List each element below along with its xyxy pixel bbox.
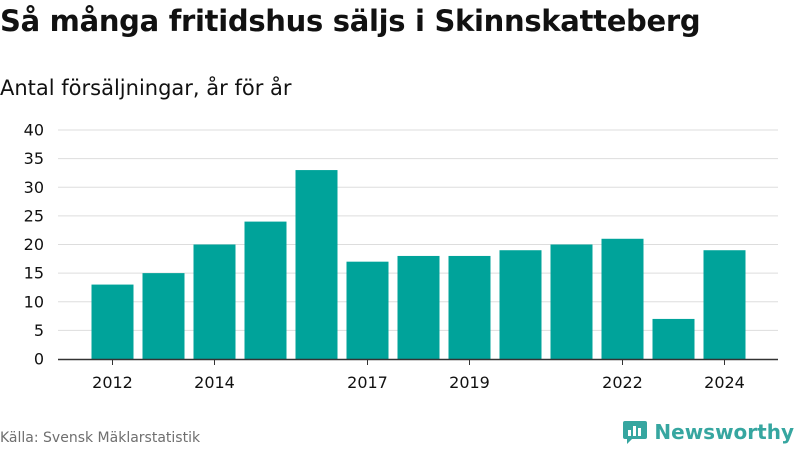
chart-title: Så många fritidshus säljs i Skinnskatteb… <box>0 4 701 38</box>
bar-2022 <box>601 238 644 359</box>
bar-2021 <box>550 244 593 359</box>
x-tick-label: 2022 <box>602 373 643 392</box>
x-tick-label: 2014 <box>194 373 235 392</box>
brand[interactable]: Newsworthy <box>622 419 794 445</box>
y-tick-label: 10 <box>24 292 44 311</box>
newsworthy-logo-icon <box>623 421 648 444</box>
y-tick-label: 30 <box>24 178 44 197</box>
source-note: Källa: Svensk Mäklarstatistik <box>0 430 201 446</box>
brand-name: Newsworthy <box>654 420 794 444</box>
bar-2017 <box>346 261 389 359</box>
bar-2024 <box>703 250 746 359</box>
bar-2020 <box>499 250 542 359</box>
bar-2015 <box>244 221 287 359</box>
x-tick-label: 2012 <box>92 373 133 392</box>
x-tick-label: 2017 <box>347 373 388 392</box>
y-tick-label: 25 <box>24 206 44 225</box>
bar-2019 <box>448 255 491 359</box>
bar-2016 <box>295 170 338 359</box>
bar-chart: 0 5 10 15 20 25 30 35 40 2012 2014 2017 2019 2022 2024 <box>24 121 778 392</box>
bar-2014 <box>193 244 236 359</box>
y-tick-label: 40 <box>24 121 44 140</box>
y-tick-label: 15 <box>24 264 44 283</box>
y-tick-label: 5 <box>34 321 44 340</box>
bar-2013 <box>142 273 185 359</box>
x-tick-label: 2019 <box>449 373 490 392</box>
y-tick-label: 35 <box>24 149 44 168</box>
bar-2023 <box>652 318 695 359</box>
y-tick-label: 0 <box>34 350 44 369</box>
x-tick-label: 2024 <box>704 373 745 392</box>
y-tick-label: 20 <box>24 235 44 254</box>
bar-2012 <box>91 284 134 359</box>
bar-2018 <box>397 255 440 359</box>
chart-subtitle: Antal försäljningar, år för år <box>0 76 292 100</box>
